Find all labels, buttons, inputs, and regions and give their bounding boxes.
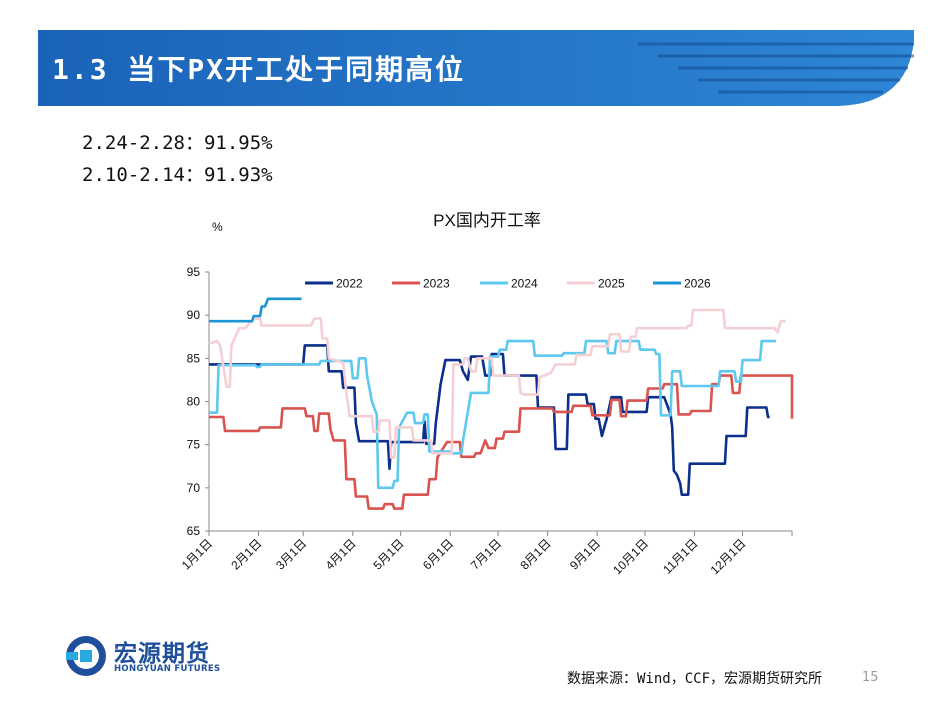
legend-label-2022: 2022 [336, 277, 363, 291]
x-tick-label: 5月1日 [370, 536, 406, 572]
logo-en: HONGYUAN FUTURES [114, 664, 221, 674]
x-tick-label: 3月1日 [273, 536, 309, 572]
legend-label-2025: 2025 [598, 277, 625, 291]
y-tick-label: 85 [187, 351, 201, 365]
title-banner: 1.3 当下PX开工处于同期高位 [38, 30, 914, 106]
chart-title: PX国内开工率 [433, 211, 541, 230]
x-tick-label: 8月1日 [517, 536, 553, 572]
series-line-2023 [209, 374, 794, 510]
x-tick-label: 1月1日 [179, 536, 215, 572]
x-tick-label: 9月1日 [567, 536, 603, 572]
x-tick-label: 12月1日 [708, 536, 749, 577]
chart-svg: PX国内开工率% 65 70 75 80 85 90 95 1月1日 2月1日 3月1日 4月1日 5月… [179, 211, 794, 577]
x-tick-label: 11月1日 [660, 536, 700, 576]
y-tick-label: 75 [187, 438, 201, 452]
data-source: 数据来源：Wind，CCF，宏源期货研究所 [567, 671, 823, 687]
x-tick-label: 7月1日 [468, 536, 504, 572]
legend-label-2024: 2024 [511, 277, 538, 291]
x-tick-label: 6月1日 [420, 536, 456, 572]
y-tick-label: 70 [187, 481, 201, 495]
series-line-2025 [208, 308, 786, 459]
x-tick-label: 2月1日 [228, 536, 264, 572]
y-axis-unit: % [212, 220, 223, 234]
series-line-2026 [209, 297, 302, 323]
series-line-2024 [209, 339, 776, 490]
y-tick-label: 90 [187, 308, 201, 322]
y-tick-label: 65 [187, 524, 201, 538]
px-operating-rate-chart: PX国内开工率% 65 70 75 80 85 90 95 1月1日 2月1日 3月1日 4月1日 5月… [160, 200, 810, 600]
logo-mark-icon [66, 636, 106, 676]
page-title: 1.3 当下PX开工处于同期高位 [52, 53, 466, 86]
x-tick-label: 10月1日 [610, 536, 651, 577]
banner-background [38, 30, 914, 106]
y-tick-label: 95 [187, 265, 201, 279]
stat-previous-week: 2.10-2.14：91.93% [82, 164, 273, 186]
legend-label-2026: 2026 [684, 277, 711, 291]
y-tick-label: 80 [187, 395, 201, 409]
x-tick-label: 4月1日 [323, 536, 359, 572]
legend-label-2023: 2023 [423, 277, 450, 291]
company-logo: 宏源期货 HONGYUAN FUTURES [64, 634, 244, 680]
stat-latest-week: 2.24-2.28：91.95% [82, 132, 273, 154]
logo-cn: 宏源期货 [114, 641, 210, 667]
page-number: 15 [862, 670, 879, 685]
